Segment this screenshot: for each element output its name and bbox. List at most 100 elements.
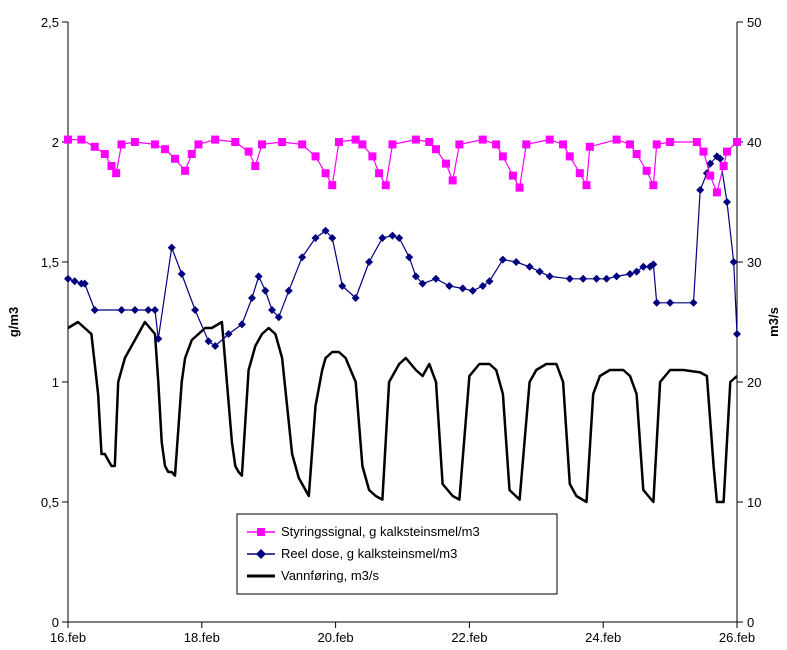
data-point-diamond [632, 267, 641, 276]
data-point-square [211, 135, 220, 144]
left-tick-label: 0,5 [41, 495, 59, 510]
series-styringssignal [64, 135, 741, 197]
left-tick-label: 2 [52, 135, 59, 150]
data-point-square [194, 140, 203, 149]
data-point-square [712, 188, 721, 197]
data-point-diamond [268, 306, 277, 314]
data-point-diamond [261, 286, 270, 295]
data-point-square [582, 181, 591, 190]
data-point-square [161, 145, 170, 154]
data-point-square [411, 135, 420, 144]
legend-entry-reel-dose: Reel dose, g kalksteinsmel/m3 [247, 546, 457, 561]
left-y-ticks: 0 0,5 1 1,5 2 2,5 [41, 15, 68, 630]
data-point-diamond [211, 342, 220, 350]
data-point-diamond [150, 306, 159, 314]
data-point-diamond [224, 330, 233, 338]
x-tick-label: 16.feb [50, 630, 86, 645]
x-ticks: 16.feb 18.feb 20.feb 22.feb 24.feb 26.feb [50, 622, 755, 645]
data-point-diamond [512, 258, 521, 266]
data-point-diamond [321, 226, 330, 235]
x-tick-label: 18.feb [184, 630, 220, 645]
data-point-diamond [395, 234, 404, 242]
legend-label-styringssignal: Styringssignal, g kalksteinsmel/m3 [281, 524, 480, 539]
data-point-diamond [191, 306, 200, 314]
data-point-diamond [284, 286, 293, 295]
series-line-reel-dose [67, 155, 738, 347]
right-tick-label: 0 [747, 615, 754, 630]
data-point-square [130, 138, 139, 146]
right-tick-label: 50 [747, 15, 761, 30]
data-point-diamond [365, 258, 374, 266]
data-point-diamond [602, 274, 611, 283]
data-point-diamond [388, 231, 397, 240]
data-point-diamond [130, 306, 139, 314]
left-tick-label: 2,5 [41, 15, 59, 30]
data-point-diamond [639, 262, 648, 271]
data-point-square [441, 159, 450, 168]
series-vannforing [67, 320, 738, 504]
data-point-diamond [729, 258, 738, 266]
data-point-diamond [535, 267, 544, 276]
data-point-square [565, 152, 574, 161]
data-point-square [455, 140, 464, 149]
data-point-diamond [485, 277, 494, 286]
data-point-diamond [177, 270, 186, 278]
data-point-square [719, 162, 728, 170]
data-point-square [77, 135, 86, 144]
left-tick-label: 1 [52, 375, 59, 390]
data-point-diamond [666, 298, 675, 307]
data-point-square [358, 140, 367, 149]
data-point-square [632, 150, 641, 158]
data-point-diamond [706, 159, 715, 168]
data-point-square [150, 140, 159, 149]
y-axis-label-right: m3/s [766, 307, 781, 337]
data-point-diamond [204, 337, 213, 346]
data-point-diamond [254, 272, 263, 281]
data-point-square [649, 181, 658, 190]
data-point-square [559, 140, 568, 149]
data-point-diamond [716, 154, 725, 163]
x-tick-label: 26.feb [719, 630, 755, 645]
legend-label-reel-dose: Reel dose, g kalksteinsmel/m3 [281, 546, 457, 561]
data-point-square [351, 135, 360, 144]
data-point-square [171, 154, 180, 163]
data-point-square [431, 145, 440, 154]
y-axis-label-left: g/m3 [6, 307, 21, 337]
data-point-square [368, 152, 377, 161]
data-point-diamond [468, 286, 477, 295]
series-layer [64, 135, 741, 504]
data-point-square [722, 147, 731, 156]
data-point-diamond [733, 330, 741, 338]
data-point-square [388, 140, 397, 149]
data-point-square [187, 150, 196, 158]
data-point-diamond [649, 260, 658, 269]
data-point-diamond [612, 272, 621, 281]
data-point-square [498, 152, 507, 161]
left-tick-label: 1,5 [41, 255, 59, 270]
data-point-square [112, 169, 121, 178]
legend-marker-diamond [256, 549, 266, 559]
data-point-square [612, 135, 621, 144]
data-point-diamond [274, 313, 283, 322]
legend-label-vannforing: Vannføring, m3/s [281, 568, 380, 583]
legend-marker-square [257, 528, 265, 536]
data-point-diamond [418, 279, 427, 288]
right-y-ticks: 0 10 20 30 40 50 [737, 15, 761, 630]
data-point-square [244, 147, 253, 156]
data-point-diamond [458, 284, 467, 293]
data-point-square [100, 150, 109, 158]
data-point-square [692, 138, 701, 146]
data-point-square [231, 138, 240, 146]
x-tick-label: 20.feb [318, 630, 354, 645]
data-point-diamond [525, 262, 534, 271]
data-point-diamond [592, 274, 601, 283]
data-point-square [251, 162, 260, 170]
data-point-square [515, 183, 524, 192]
data-point-square [522, 140, 531, 149]
data-point-square [181, 166, 190, 175]
data-point-diamond [167, 243, 176, 252]
data-point-diamond [298, 253, 307, 262]
data-point-square [585, 142, 594, 151]
legend-entry-vannforing: Vannføring, m3/s [247, 568, 380, 583]
